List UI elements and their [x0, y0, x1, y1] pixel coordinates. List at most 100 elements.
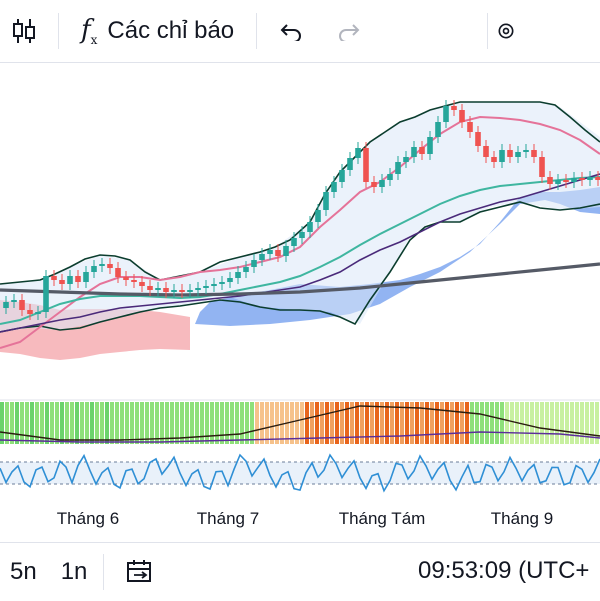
heat-bar: [220, 402, 224, 444]
heat-bar: [535, 402, 539, 444]
candle-body: [251, 260, 257, 267]
heat-bar: [410, 402, 414, 444]
clock-readout[interactable]: 09:53:09 (UTC+: [418, 557, 590, 584]
heat-bar: [350, 402, 354, 444]
heat-bar: [65, 402, 69, 444]
heat-bar: [225, 402, 229, 444]
heat-bar: [590, 402, 594, 444]
heat-bar: [455, 402, 459, 444]
candle-body: [75, 276, 81, 282]
candle-body: [363, 148, 369, 182]
heat-bar: [0, 402, 4, 444]
candle-body: [187, 290, 193, 292]
chart-type-button[interactable]: [0, 0, 48, 62]
date-range-icon[interactable]: [126, 559, 154, 585]
chart-canvas[interactable]: Tháng 6 Tháng 7 Tháng Tám Tháng 9: [0, 62, 600, 542]
heat-bar: [345, 402, 349, 444]
candle-body: [347, 158, 353, 170]
indicators-button[interactable]: fx Các chỉ báo: [81, 0, 234, 62]
candle-body: [3, 302, 9, 308]
heat-indicator-panel: [0, 402, 600, 444]
heat-bar: [250, 402, 254, 444]
x-tick-august: Tháng Tám: [339, 509, 426, 528]
candle-body: [587, 177, 593, 180]
timeframe-5n[interactable]: 5n: [10, 558, 37, 585]
undo-button[interactable]: [271, 0, 311, 62]
heat-bar: [295, 402, 299, 444]
heat-bar: [275, 402, 279, 444]
candle-body: [579, 178, 585, 180]
candle-body: [371, 182, 377, 187]
heat-bar: [520, 402, 524, 444]
candle-body: [443, 106, 449, 122]
heat-bar: [15, 402, 19, 444]
heat-bar: [55, 402, 59, 444]
heat-bar: [260, 402, 264, 444]
heat-base-line: [0, 431, 600, 443]
redo-button[interactable]: [329, 0, 369, 62]
heat-bar: [460, 402, 464, 444]
gear-icon: [498, 23, 514, 39]
x-tick-june: Tháng 6: [57, 509, 119, 528]
toolbar-divider: [487, 13, 489, 49]
candle-body: [571, 178, 577, 182]
heat-bar: [465, 402, 469, 444]
candle-body: [331, 182, 337, 192]
heat-bar: [440, 402, 444, 444]
heat-bar: [270, 402, 274, 444]
timeframe-1n[interactable]: 1n: [60, 558, 88, 585]
heat-bar: [20, 402, 24, 444]
heat-bar: [575, 402, 579, 444]
candle-body: [419, 147, 425, 154]
heat-bar: [205, 402, 209, 444]
candle-body: [179, 290, 185, 292]
heat-bar: [25, 402, 29, 444]
heat-bar: [570, 402, 574, 444]
x-tick-july: Tháng 7: [197, 509, 259, 528]
candle-body: [259, 254, 265, 260]
candle-body: [107, 264, 113, 268]
indicators-label: Các chỉ báo: [107, 17, 235, 44]
candle-body: [155, 288, 161, 290]
candle-body: [267, 250, 273, 254]
heat-bar: [495, 402, 499, 444]
candle-body: [211, 284, 217, 286]
candle-body: [123, 277, 129, 280]
candle-body: [507, 150, 513, 157]
heat-bar: [395, 402, 399, 444]
heat-bar: [10, 402, 14, 444]
bollinger-lower: [0, 201, 600, 333]
heat-bar: [390, 402, 394, 444]
heat-bar: [5, 402, 9, 444]
heat-signal-line: [0, 405, 600, 441]
candle-body: [339, 170, 345, 182]
x-axis: Tháng 6 Tháng 7 Tháng Tám Tháng 9: [57, 509, 553, 528]
heat-bar: [400, 402, 404, 444]
ma-long-gray: [0, 262, 600, 297]
candle-body: [531, 150, 537, 157]
heat-bar: [105, 402, 109, 444]
heat-bar: [90, 402, 94, 444]
heat-bar: [40, 402, 44, 444]
heat-bar: [335, 402, 339, 444]
candle-body: [131, 280, 137, 282]
heat-bar: [300, 402, 304, 444]
heat-bar: [490, 402, 494, 444]
candle-body: [67, 276, 73, 284]
stochastic-line: [0, 453, 600, 493]
x-tick-september: Tháng 9: [491, 509, 553, 528]
candle-body: [539, 157, 545, 177]
candle-body: [563, 180, 569, 182]
price-chart[interactable]: Tháng 6 Tháng 7 Tháng Tám Tháng 9: [0, 62, 600, 542]
candle-body: [171, 290, 177, 292]
stochastic-band: [0, 462, 600, 484]
heat-bar: [435, 402, 439, 444]
candle-body: [451, 106, 457, 110]
heat-bar: [175, 402, 179, 444]
function-icon: fx: [81, 14, 98, 48]
heat-bar: [125, 402, 129, 444]
candle-body: [43, 276, 49, 312]
candle-body: [475, 132, 481, 146]
heat-bar: [470, 402, 474, 444]
settings-button[interactable]: [496, 0, 516, 62]
